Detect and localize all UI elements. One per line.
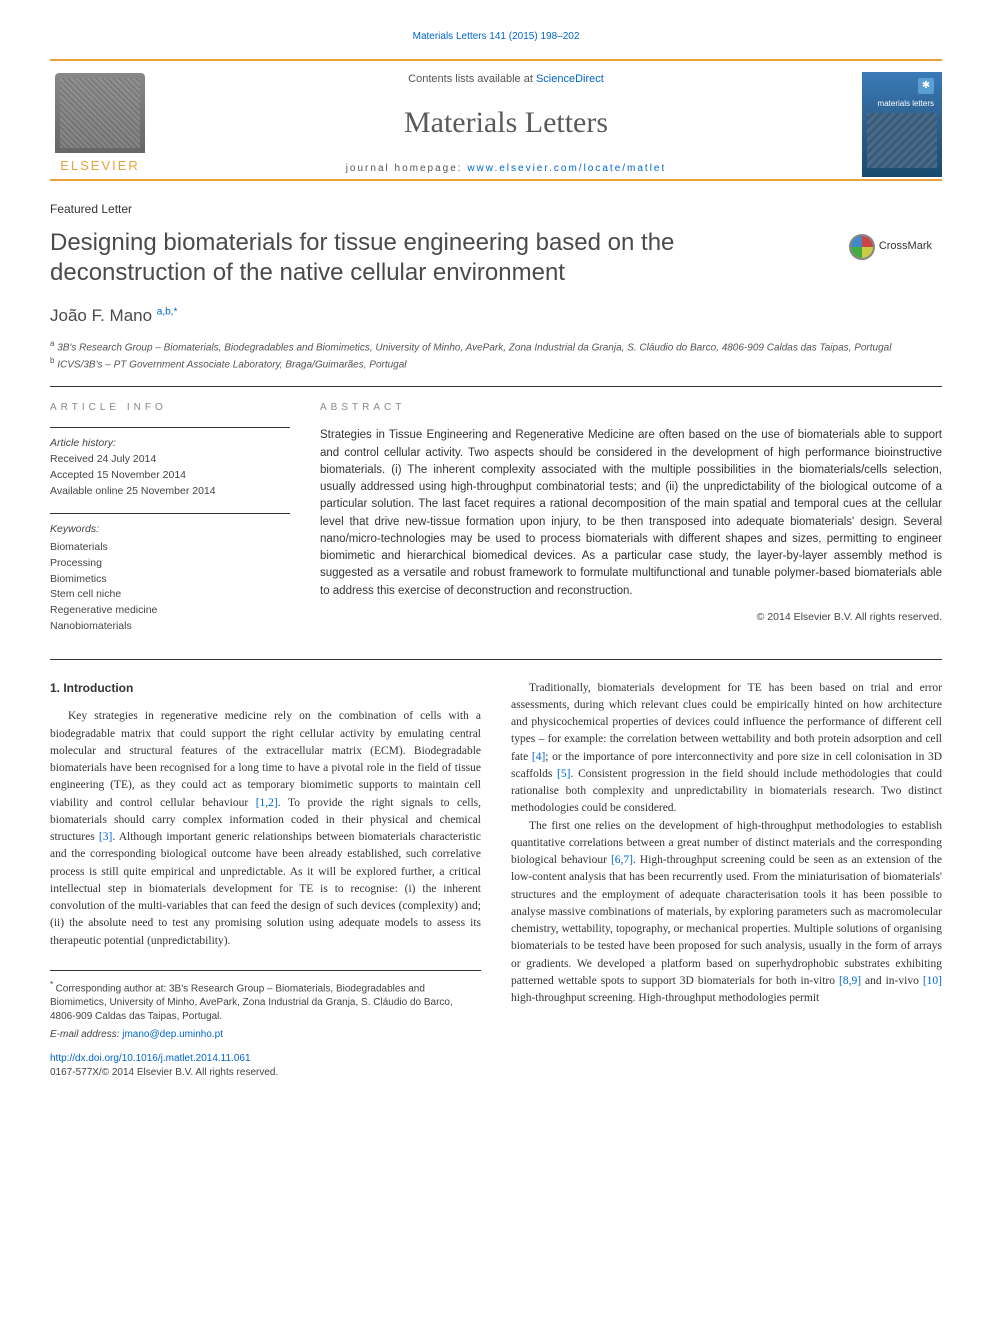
history-received: Received 24 July 2014	[50, 452, 290, 468]
keyword-item: Biomimetics	[50, 572, 290, 588]
citation-ref[interactable]: [3]	[99, 831, 112, 843]
divider-mid	[50, 659, 942, 660]
keyword-item: Biomaterials	[50, 540, 290, 556]
affiliation-b: b ICVS/3B's – PT Government Associate La…	[50, 355, 942, 372]
elsevier-tree-icon	[55, 73, 145, 153]
crossmark-icon	[849, 234, 875, 260]
bottom-identifiers: http://dx.doi.org/10.1016/j.matlet.2014.…	[50, 1052, 481, 1080]
body-paragraph: The first one relies on the development …	[511, 818, 942, 1008]
abstract-text: Strategies in Tissue Engineering and Reg…	[320, 427, 942, 600]
title-row: Designing biomaterials for tissue engine…	[50, 228, 942, 304]
cover-image-icon	[867, 113, 937, 168]
body-paragraph: Key strategies in regenerative medicine …	[50, 708, 481, 950]
history-accepted: Accepted 15 November 2014	[50, 468, 290, 484]
history-online: Available online 25 November 2014	[50, 484, 290, 500]
elsevier-text: ELSEVIER	[60, 157, 140, 175]
doi-link[interactable]: http://dx.doi.org/10.1016/j.matlet.2014.…	[50, 1052, 481, 1066]
citation-ref[interactable]: [1,2]	[256, 797, 278, 809]
journal-banner: ELSEVIER Contents lists available at Sci…	[50, 59, 942, 181]
body-text: and in-vivo	[861, 975, 923, 987]
abstract-col: ABSTRACT Strategies in Tissue Engineerin…	[320, 401, 942, 648]
section-heading: 1. Introduction	[50, 680, 481, 697]
crossmark-badge[interactable]: CrossMark	[839, 228, 942, 266]
article-type: Featured Letter	[50, 201, 942, 218]
keyword-item: Stem cell niche	[50, 587, 290, 603]
elsevier-logo: ELSEVIER	[50, 69, 150, 179]
divider-top	[50, 386, 942, 387]
affiliation-a: a 3B's Research Group – Biomaterials, Bi…	[50, 338, 942, 355]
abstract-label: ABSTRACT	[320, 401, 942, 415]
body-text: Key strategies in regenerative medicine …	[50, 710, 481, 808]
cover-title: materials letters	[878, 98, 934, 109]
body-text: . Although important generic relationshi…	[50, 831, 481, 947]
email-footnote: E-mail address: jmano@dep.uminho.pt	[50, 1028, 481, 1042]
citation-ref[interactable]: [10]	[923, 975, 942, 987]
footnotes: * Corresponding author at: 3B's Research…	[50, 970, 481, 1042]
corresponding-footnote: * Corresponding author at: 3B's Research…	[50, 979, 481, 1024]
body-columns: 1. Introduction Key strategies in regene…	[50, 680, 942, 1081]
body-col-left: 1. Introduction Key strategies in regene…	[50, 680, 481, 1081]
affiliation-a-text: 3B's Research Group – Biomaterials, Biod…	[57, 342, 891, 353]
homepage-link[interactable]: www.elsevier.com/locate/matlet	[467, 163, 666, 174]
journal-name: Materials Letters	[170, 102, 842, 144]
email-link[interactable]: jmano@dep.uminho.pt	[122, 1029, 223, 1040]
citation-ref[interactable]: [4]	[532, 751, 545, 763]
author-name: João F. Mano	[50, 306, 157, 325]
keywords-label: Keywords:	[50, 522, 290, 538]
article-info-label: ARTICLE INFO	[50, 401, 290, 415]
body-col-right: Traditionally, biomaterials development …	[511, 680, 942, 1081]
contents-prefix: Contents lists available at	[408, 73, 536, 85]
cover-logo-icon: ✱	[918, 78, 934, 94]
author-line: João F. Mano a,b,*	[50, 304, 942, 328]
citation-ref[interactable]: [5]	[557, 768, 570, 780]
citation-ref[interactable]: [8,9]	[839, 975, 861, 987]
affiliations: a 3B's Research Group – Biomaterials, Bi…	[50, 338, 942, 373]
journal-cover-thumb: ✱ materials letters	[862, 72, 942, 177]
keyword-item: Regenerative medicine	[50, 603, 290, 619]
body-text: . High-throughput screening could be see…	[511, 854, 942, 987]
banner-center: Contents lists available at ScienceDirec…	[150, 72, 862, 175]
abstract-copyright: © 2014 Elsevier B.V. All rights reserved…	[320, 610, 942, 625]
sciencedirect-link[interactable]: ScienceDirect	[536, 73, 604, 85]
crossmark-label: CrossMark	[879, 239, 932, 254]
body-text: high-throughput screening. High-throughp…	[511, 992, 819, 1004]
author-sup: a,b,*	[157, 306, 178, 317]
article-title: Designing biomaterials for tissue engine…	[50, 228, 810, 288]
keywords-block: Keywords: Biomaterials Processing Biomim…	[50, 513, 290, 634]
body-paragraph: Traditionally, biomaterials development …	[511, 680, 942, 818]
issn-copyright: 0167-577X/© 2014 Elsevier B.V. All right…	[50, 1066, 481, 1080]
corr-text: Corresponding author at: 3B's Research G…	[50, 983, 453, 1022]
keyword-item: Processing	[50, 556, 290, 572]
article-info-col: ARTICLE INFO Article history: Received 2…	[50, 401, 290, 648]
affiliation-b-text: ICVS/3B's – PT Government Associate Labo…	[57, 359, 406, 370]
homepage-line: journal homepage: www.elsevier.com/locat…	[170, 162, 842, 176]
header-citation: Materials Letters 141 (2015) 198–202	[50, 30, 942, 44]
page: Materials Letters 141 (2015) 198–202 ELS…	[0, 0, 992, 1120]
history-block: Article history: Received 24 July 2014 A…	[50, 427, 290, 499]
body-text: . Consistent progression in the field sh…	[511, 768, 942, 815]
contents-line: Contents lists available at ScienceDirec…	[170, 72, 842, 87]
citation-ref[interactable]: [6,7]	[611, 854, 633, 866]
info-abstract-row: ARTICLE INFO Article history: Received 2…	[50, 401, 942, 648]
keyword-item: Nanobiomaterials	[50, 619, 290, 635]
history-label: Article history:	[50, 436, 290, 452]
email-label: E-mail address:	[50, 1029, 122, 1040]
homepage-prefix: journal homepage:	[346, 163, 468, 174]
